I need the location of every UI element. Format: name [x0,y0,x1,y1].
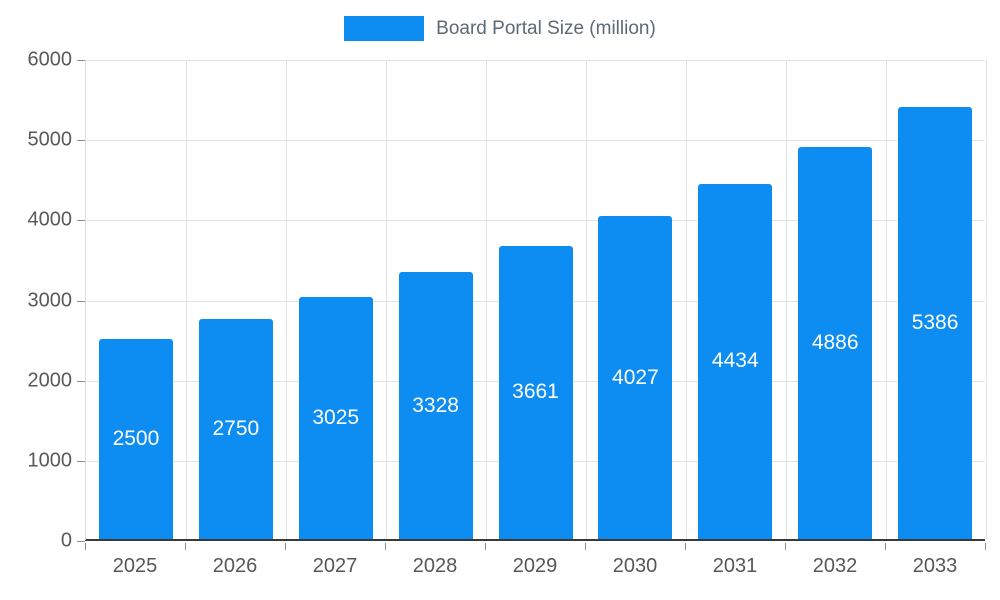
bar-slot: 4434 [685,60,785,539]
x-tick-label: 2033 [912,555,958,577]
v-gridline [986,60,987,539]
bar-slot: 3328 [386,60,486,539]
y-tick-label: 2000 [27,369,73,392]
x-tick-mark [385,543,386,550]
bar: 3025 [298,296,373,539]
bar: 3328 [398,272,473,539]
x-tick-mark [985,543,986,550]
bar: 4434 [698,183,773,539]
x-tick-mark [185,543,186,550]
h-gridline [86,60,985,61]
y-tick-mark [77,220,85,222]
bar-slot: 3661 [486,60,586,539]
v-gridline [586,60,587,539]
x-tick-label: 2028 [412,555,458,577]
legend-item[interactable]: Board Portal Size (million) [344,16,656,41]
x-tick-label: 2029 [512,555,558,577]
bar-slot: 4886 [785,60,885,539]
v-gridline [786,60,787,539]
y-tick-mark [77,140,85,142]
x-tick-label: 2032 [812,555,858,577]
x-tick-mark [285,543,286,550]
x-tick-mark [685,543,686,550]
bar: 4027 [598,216,673,539]
bar-value-label: 5386 [911,311,959,335]
x-tick-label: 2027 [312,555,358,577]
y-tick-mark [77,460,85,462]
h-gridline [86,140,985,142]
legend-label: Board Portal Size (million) [436,17,656,39]
y-tick-mark [77,380,85,382]
y-tick-label: 1000 [27,449,73,472]
bar: 5386 [898,107,973,539]
y-tick-mark [77,60,85,61]
x-tick-label: 2026 [212,555,258,577]
x-tick-label: 2030 [612,555,658,577]
v-gridline [686,60,687,539]
x-tick-mark [585,543,586,550]
bar-slot: 5386 [885,60,985,539]
bar-value-label: 4027 [612,365,659,389]
bar: 3661 [498,245,573,539]
bar-slot: 2750 [186,60,286,539]
h-gridline [86,220,985,222]
legend: Board Portal Size (million) [0,16,1000,41]
x-tick-mark [885,543,886,550]
bar-value-label: 3328 [412,393,459,417]
v-gridline [186,60,187,539]
x-tick-label: 2031 [712,555,758,577]
bar-slot: 4027 [585,60,685,539]
x-tick-mark [485,543,486,550]
y-tick-label: 0 [60,529,72,552]
y-tick-mark [77,300,85,302]
x-tick-label: 2025 [112,555,158,577]
y-tick-mark [77,541,85,542]
y-tick-label: 3000 [27,289,73,311]
v-gridline [486,60,487,539]
bar-value-label: 3661 [512,380,559,404]
y-tick-label: 6000 [27,48,73,71]
x-tick-mark [785,543,786,550]
bar-slot: 3025 [286,60,386,539]
bar-value-label: 4434 [711,349,759,373]
legend-swatch [344,16,425,41]
bar-value-label: 3025 [312,405,360,429]
v-gridline [286,60,287,539]
x-tick-mark [85,543,86,550]
bar: 2750 [198,318,273,539]
v-gridline [886,60,887,539]
y-tick-label: 5000 [27,128,73,151]
y-tick-label: 4000 [27,208,73,231]
bar-slot: 2500 [86,60,186,539]
bar: 2500 [98,338,173,539]
bar-value-label: 2750 [212,416,260,440]
bar-value-label: 4886 [811,331,859,355]
bars-container: 2500 2750 3025 3328 3661 4027 4434 4886 5386 [86,60,985,539]
bar-value-label: 2500 [112,426,160,450]
plot-area: 2500 2750 3025 3328 3661 4027 4434 4886 5386 [85,60,987,541]
bar: 4886 [798,147,873,539]
v-gridline [386,60,387,539]
